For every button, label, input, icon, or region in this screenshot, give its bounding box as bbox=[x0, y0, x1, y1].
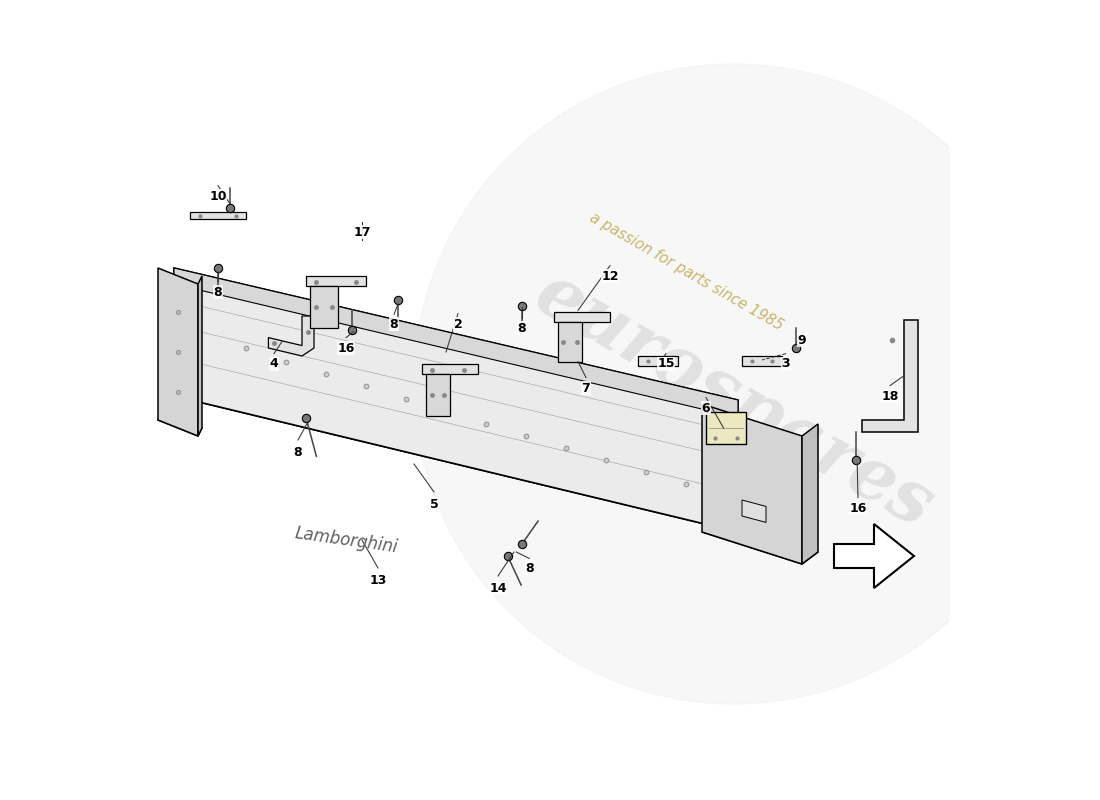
Polygon shape bbox=[306, 276, 366, 286]
Text: 9: 9 bbox=[798, 334, 806, 346]
Text: a passion for parts since 1985: a passion for parts since 1985 bbox=[586, 210, 785, 334]
Text: 8: 8 bbox=[389, 318, 398, 330]
Polygon shape bbox=[198, 276, 202, 436]
Polygon shape bbox=[268, 316, 313, 356]
Polygon shape bbox=[706, 412, 746, 444]
Polygon shape bbox=[185, 375, 751, 518]
Polygon shape bbox=[802, 424, 818, 564]
Text: Lamborghini: Lamborghini bbox=[294, 524, 398, 556]
Text: 6: 6 bbox=[702, 402, 711, 414]
Polygon shape bbox=[834, 524, 914, 588]
Polygon shape bbox=[158, 268, 198, 436]
Text: 14: 14 bbox=[490, 582, 507, 594]
Polygon shape bbox=[174, 268, 738, 532]
Text: 7: 7 bbox=[582, 382, 591, 394]
Text: 16: 16 bbox=[849, 502, 867, 514]
Text: 15: 15 bbox=[658, 358, 674, 370]
Polygon shape bbox=[742, 356, 782, 366]
Polygon shape bbox=[558, 322, 582, 362]
Text: 8: 8 bbox=[518, 322, 526, 334]
Text: 2: 2 bbox=[453, 318, 462, 330]
Polygon shape bbox=[190, 212, 246, 219]
Polygon shape bbox=[310, 286, 338, 328]
Text: 4: 4 bbox=[270, 358, 278, 370]
Text: 8: 8 bbox=[213, 286, 222, 298]
Text: 8: 8 bbox=[294, 446, 302, 458]
Circle shape bbox=[414, 64, 1054, 704]
Text: 13: 13 bbox=[370, 574, 387, 586]
Text: 18: 18 bbox=[881, 390, 899, 402]
Text: 12: 12 bbox=[602, 270, 618, 282]
Polygon shape bbox=[702, 404, 802, 564]
Polygon shape bbox=[862, 320, 918, 432]
Text: 5: 5 bbox=[430, 498, 439, 510]
Polygon shape bbox=[174, 268, 738, 418]
Polygon shape bbox=[182, 382, 748, 524]
Polygon shape bbox=[422, 364, 478, 374]
Text: 8: 8 bbox=[526, 562, 535, 574]
Text: eurospares: eurospares bbox=[522, 258, 946, 542]
Polygon shape bbox=[638, 356, 678, 366]
Polygon shape bbox=[554, 312, 610, 322]
Text: 16: 16 bbox=[338, 342, 354, 354]
Polygon shape bbox=[158, 412, 202, 436]
Text: 17: 17 bbox=[353, 226, 371, 238]
Polygon shape bbox=[174, 388, 746, 532]
Polygon shape bbox=[702, 520, 818, 564]
Polygon shape bbox=[742, 500, 766, 522]
Polygon shape bbox=[426, 374, 450, 416]
Text: 3: 3 bbox=[782, 358, 790, 370]
Text: 10: 10 bbox=[209, 190, 227, 202]
